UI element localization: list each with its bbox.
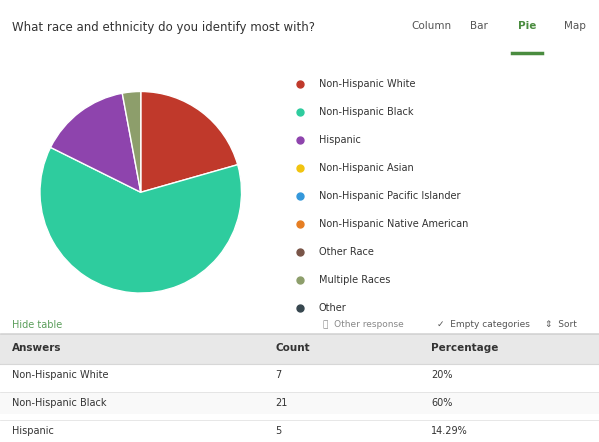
Text: 60%: 60%: [431, 398, 453, 408]
FancyBboxPatch shape: [0, 420, 599, 442]
Text: ✓  Empty categories: ✓ Empty categories: [437, 320, 530, 329]
Text: 14.29%: 14.29%: [431, 426, 468, 436]
Text: 21: 21: [276, 398, 288, 408]
Text: Pie: Pie: [518, 21, 536, 31]
Text: Non-Hispanic White: Non-Hispanic White: [12, 370, 108, 380]
FancyBboxPatch shape: [0, 392, 599, 414]
Text: 20%: 20%: [431, 370, 453, 380]
Text: Non-Hispanic Black: Non-Hispanic Black: [319, 107, 413, 117]
Text: Non-Hispanic Pacific Islander: Non-Hispanic Pacific Islander: [319, 191, 460, 201]
Text: 7: 7: [276, 370, 282, 380]
Text: Column: Column: [412, 21, 451, 31]
Text: Non-Hispanic Black: Non-Hispanic Black: [12, 398, 107, 408]
Text: What race and ethnicity do you identify most with?: What race and ethnicity do you identify …: [12, 21, 315, 34]
Text: ⃘  Other response: ⃘ Other response: [323, 320, 404, 329]
FancyBboxPatch shape: [0, 364, 599, 386]
FancyBboxPatch shape: [0, 334, 599, 364]
Wedge shape: [40, 147, 241, 293]
Text: Answers: Answers: [12, 343, 62, 353]
Text: Non-Hispanic Native American: Non-Hispanic Native American: [319, 219, 468, 229]
Text: Bar: Bar: [470, 21, 488, 31]
Text: Non-Hispanic Asian: Non-Hispanic Asian: [319, 163, 413, 173]
Text: 5: 5: [276, 426, 282, 436]
Text: Count: Count: [276, 343, 310, 353]
Text: Map: Map: [564, 21, 586, 31]
Text: ⇕  Sort: ⇕ Sort: [545, 320, 577, 329]
Text: Hispanic: Hispanic: [319, 135, 361, 145]
Text: Percentage: Percentage: [431, 343, 498, 353]
Text: Other: Other: [319, 303, 346, 313]
Wedge shape: [141, 91, 238, 192]
Text: Multiple Races: Multiple Races: [319, 275, 390, 285]
Text: Hide table: Hide table: [12, 320, 62, 330]
Wedge shape: [122, 91, 141, 192]
Text: Non-Hispanic White: Non-Hispanic White: [319, 79, 415, 89]
Wedge shape: [50, 93, 141, 192]
Text: Other Race: Other Race: [319, 247, 374, 257]
Text: Hispanic: Hispanic: [12, 426, 54, 436]
